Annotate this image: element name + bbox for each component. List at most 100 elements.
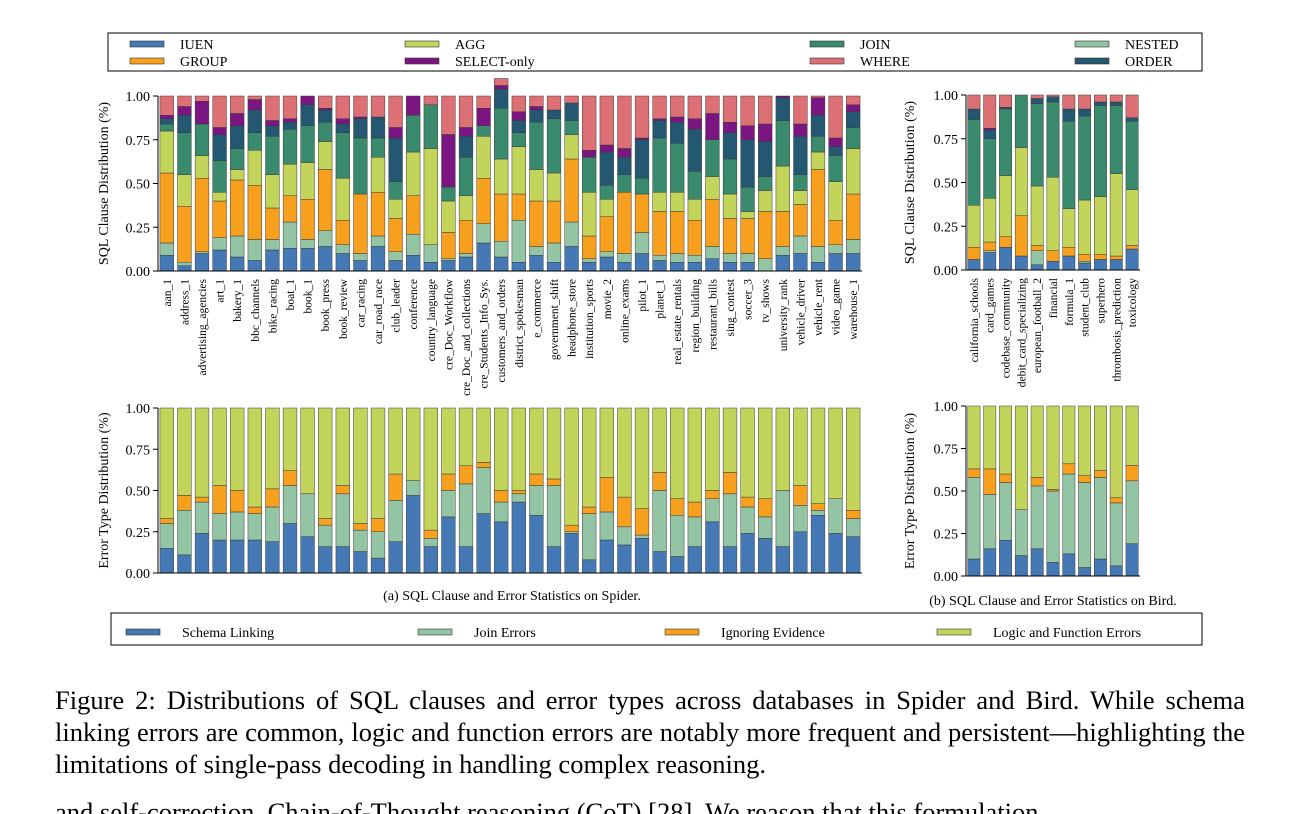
bar-segment	[999, 540, 1012, 577]
bar-segment	[793, 485, 808, 506]
bar-segment	[599, 407, 614, 478]
bar-segment	[634, 137, 650, 140]
bar-segment	[705, 521, 720, 574]
x-tick-label: european_football_2	[1032, 278, 1044, 373]
bar-segment	[159, 523, 174, 549]
bar-segment	[1078, 199, 1092, 255]
bar-segment	[1014, 94, 1028, 148]
bar-segment	[194, 501, 210, 534]
bar-segment	[740, 407, 755, 498]
bar-segment	[177, 174, 192, 207]
bar-segment	[1109, 94, 1123, 103]
bar-segment	[159, 115, 174, 119]
x-tick-label: tv_shows	[760, 278, 772, 322]
bar-segment	[582, 262, 597, 272]
bar-segment	[476, 125, 491, 137]
bar-segment	[740, 186, 755, 212]
bar-segment	[1030, 405, 1044, 478]
bar-segment	[247, 150, 262, 186]
bar-segment	[634, 508, 650, 536]
bar-segment	[582, 157, 597, 193]
x-tick-label: e_commerce	[531, 279, 543, 338]
bar-segment	[177, 265, 192, 272]
bar-segment	[722, 253, 738, 263]
bar-segment	[1046, 405, 1060, 490]
bar-segment	[810, 151, 826, 170]
bar-segment	[159, 123, 174, 132]
bar-segment	[388, 260, 403, 272]
bar-segment	[494, 88, 509, 109]
bar-segment	[722, 218, 738, 254]
bar-segment	[511, 132, 526, 147]
bar-segment	[828, 220, 843, 245]
bar-segment	[194, 178, 210, 252]
y-tick-label: 0.75	[934, 133, 959, 148]
bar-segment	[983, 138, 997, 199]
bar-segment	[529, 106, 544, 111]
bar-segment	[494, 108, 509, 160]
bar-segment	[441, 134, 456, 188]
bar-segment	[1030, 94, 1044, 99]
bar-segment	[353, 260, 368, 272]
bar-segment	[793, 136, 808, 175]
bar-segment	[967, 205, 981, 248]
bar-segment	[1062, 208, 1076, 248]
bar-segment	[599, 216, 614, 252]
bar-segment	[775, 211, 790, 247]
bar-segment	[529, 255, 544, 272]
bar-segment	[494, 85, 509, 90]
bar-segment	[353, 118, 368, 139]
bar-segment	[828, 137, 843, 147]
bar-segment	[1046, 490, 1060, 563]
bar-segment	[846, 95, 861, 105]
x-tick-label: cre_Doc_Workflow	[443, 278, 455, 370]
bar-segment	[758, 498, 773, 518]
bar-segment	[300, 125, 315, 163]
bar-segment	[282, 221, 298, 249]
x-tick-label: country_language	[426, 279, 438, 361]
bar-segment	[247, 109, 262, 133]
bar-segment	[300, 239, 315, 249]
bar-segment	[212, 95, 227, 128]
y-tick-label: 0.25	[126, 526, 151, 541]
x-tick-label: superhero	[1095, 278, 1107, 324]
x-tick-label: university_rank	[778, 279, 790, 351]
x-tick-label: institution_sports	[584, 278, 596, 358]
bar-segment	[810, 262, 826, 272]
bar-segment	[999, 94, 1012, 108]
legend-swatch	[129, 57, 165, 65]
y-tick-label: 1.00	[934, 400, 959, 415]
bar-segment	[494, 78, 509, 86]
clause-legend-frame	[107, 32, 1203, 72]
y-tick-label: 0.00	[126, 567, 151, 582]
bar-segment	[441, 473, 456, 491]
bar-segment	[476, 407, 491, 463]
legend-label: AGG	[455, 38, 485, 53]
bar-segment	[406, 195, 421, 235]
bar-segment	[687, 199, 702, 221]
bar-segment	[687, 516, 702, 547]
bar-segment	[282, 95, 298, 119]
bar-segment	[1094, 196, 1107, 255]
bar-segment	[1094, 477, 1107, 560]
bar-segment	[388, 541, 403, 574]
bar-segment	[441, 407, 456, 475]
bar-segment	[370, 192, 386, 237]
bar-segment	[775, 120, 790, 167]
bar-segment	[1014, 555, 1028, 577]
bar-segment	[846, 148, 861, 195]
bar-segment	[617, 148, 632, 158]
bar-segment	[1062, 247, 1076, 257]
bar-segment	[722, 158, 738, 195]
bar-segment	[634, 139, 650, 179]
bar-segment	[999, 175, 1012, 237]
bar-segment	[705, 498, 720, 523]
bar-segment	[212, 485, 227, 514]
bar-segment	[230, 125, 245, 149]
bar-segment	[758, 211, 773, 259]
y-tick-label: 0.50	[934, 485, 959, 500]
bar-segment	[476, 178, 491, 224]
bar-segment	[564, 524, 579, 533]
bar-segment	[1094, 558, 1107, 577]
bar-segment	[705, 246, 720, 259]
